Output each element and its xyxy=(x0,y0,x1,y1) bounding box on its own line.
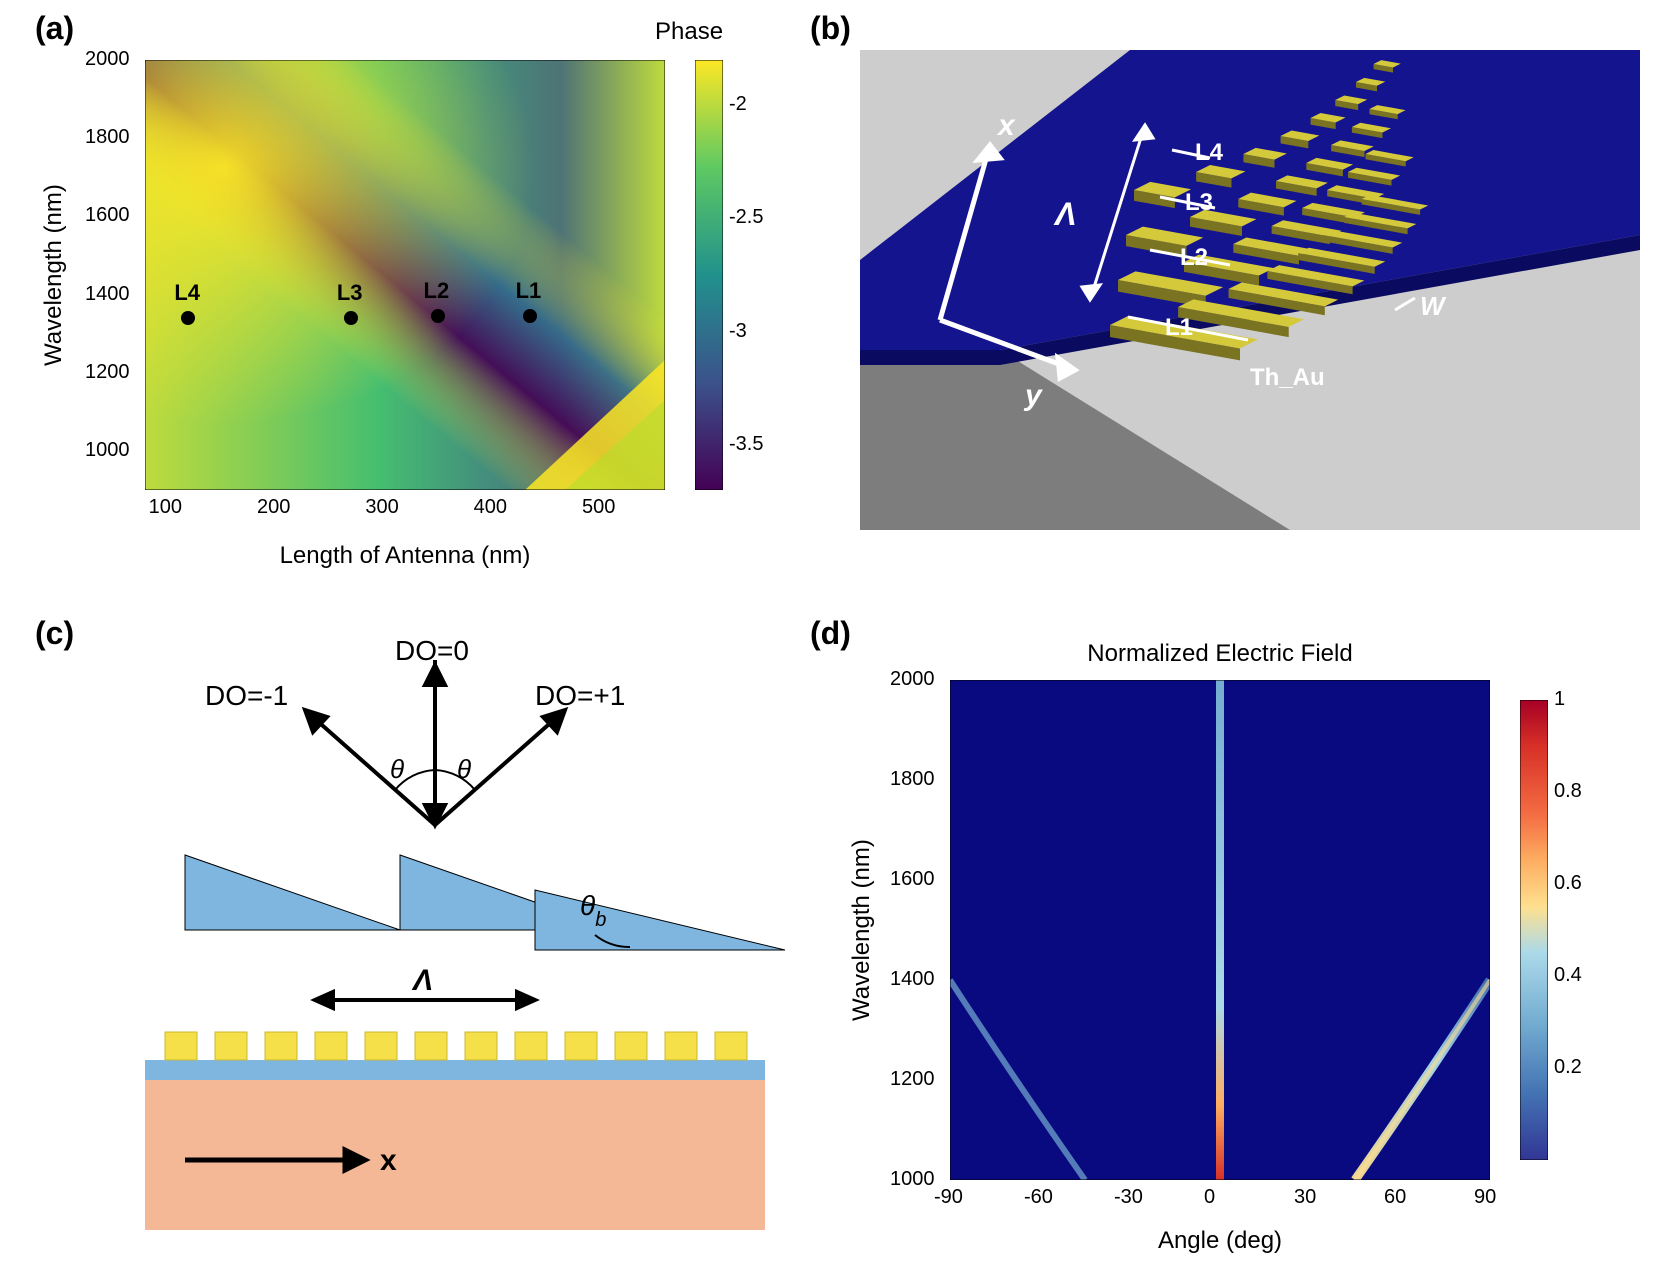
w-label: W xyxy=(1420,291,1447,321)
panel-a-colorbar-title: Phase xyxy=(655,18,723,46)
thau-label: Th_Au xyxy=(1250,364,1325,391)
panel-c-diagram: θ θ DO=-1 DO=0 DO=+1 θb Λ x xyxy=(35,620,805,1260)
xtick: -90 xyxy=(934,1186,963,1209)
x-axis-c: x xyxy=(380,1144,397,1177)
panel-d-ylabel: Wavelength (nm) xyxy=(848,680,878,1180)
ytick: 1800 xyxy=(890,768,935,791)
xtick: 0 xyxy=(1204,1186,1215,1209)
panel-d-colorbar: 0.20.40.60.81 xyxy=(1520,700,1620,1160)
panel-a-xlabel: Length of Antenna (nm) xyxy=(145,542,665,570)
panel-a-heatmap-svg xyxy=(145,60,665,490)
colorbar-tick: 1 xyxy=(1554,688,1565,711)
do-plus1: DO=+1 xyxy=(535,680,625,711)
panel-a-phase-heatmap: Phase Wavelength (nm) xyxy=(35,10,805,570)
panel-d-title: Normalized Electric Field xyxy=(950,640,1490,668)
ytick: 2000 xyxy=(85,48,137,71)
colorbar-tick: -2.5 xyxy=(729,206,763,229)
panel-d-field-heatmap: Normalized Electric Field Wavelength (nm… xyxy=(820,620,1650,1260)
ytick: 1000 xyxy=(890,1168,935,1191)
xtick: 500 xyxy=(582,496,615,519)
colorbar-tick: -2 xyxy=(729,93,747,116)
xtick: 200 xyxy=(257,496,290,519)
ytick: 2000 xyxy=(890,668,935,691)
l4-label: L4 xyxy=(1195,139,1224,166)
xtick: -30 xyxy=(1114,1186,1143,1209)
xtick: 90 xyxy=(1474,1186,1496,1209)
ytick: 1800 xyxy=(85,126,137,149)
panel-a-ylabel: Wavelength (nm) xyxy=(40,60,70,490)
colorbar-tick: 0.4 xyxy=(1554,964,1582,987)
xtick: 100 xyxy=(149,496,182,519)
ytick: 1200 xyxy=(85,361,137,384)
colorbar-tick: 0.8 xyxy=(1554,780,1582,803)
xtick: 30 xyxy=(1294,1186,1316,1209)
ytick: 1200 xyxy=(890,1068,935,1091)
xtick: 60 xyxy=(1384,1186,1406,1209)
do-zero: DO=0 xyxy=(395,640,469,666)
do-minus1: DO=-1 xyxy=(205,680,288,711)
colorbar-tick: 0.2 xyxy=(1554,1056,1582,1079)
xtick: -60 xyxy=(1024,1186,1053,1209)
xtick: 300 xyxy=(365,496,398,519)
panel-b-3d-schematic: x y Λ L1 L2 L3 L4 W Th_Au xyxy=(820,10,1650,570)
ytick: 1400 xyxy=(890,968,935,991)
ytick: 1600 xyxy=(890,868,935,891)
theta-right: θ xyxy=(457,754,471,784)
ytick: 1400 xyxy=(85,283,137,306)
panel-d-plot: -90-60-300306090 10001200140016001800200… xyxy=(950,680,1490,1180)
colorbar-tick: 0.6 xyxy=(1554,872,1582,895)
colorbar-tick: -3 xyxy=(729,320,747,343)
theta-left: θ xyxy=(390,754,404,784)
period-c: Λ xyxy=(411,964,433,997)
axis-y-label: y xyxy=(1023,379,1043,412)
ytick: 1000 xyxy=(85,439,137,462)
period-label: Λ xyxy=(1053,196,1076,232)
panel-d-xlabel: Angle (deg) xyxy=(950,1227,1490,1255)
axis-x-label: x xyxy=(996,109,1016,142)
panel-a-plot: L4L3L2L1 100200300400500 100012001400160… xyxy=(145,60,665,490)
panel-a-colorbar: -2 -2.5 -3 -3.5 xyxy=(695,60,795,490)
ytick: 1600 xyxy=(85,204,137,227)
xtick: 400 xyxy=(474,496,507,519)
colorbar-tick: -3.5 xyxy=(729,433,763,456)
